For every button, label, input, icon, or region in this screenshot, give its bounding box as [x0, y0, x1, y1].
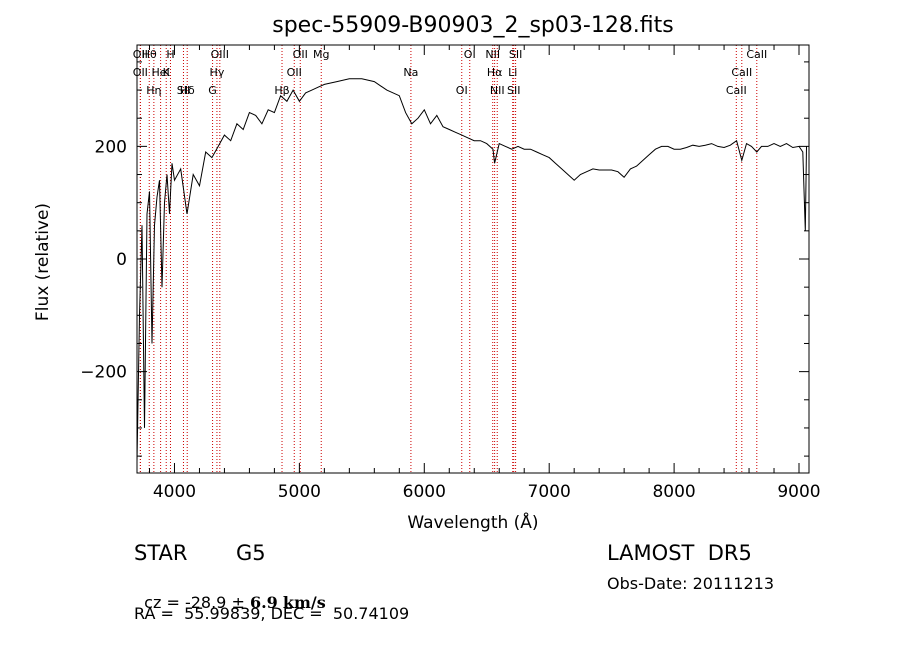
x-tick-label: 7000 — [528, 482, 571, 502]
line-label: Na — [403, 66, 418, 79]
cz-unit: km/s — [282, 593, 326, 612]
cz-value: -28.9 — [184, 593, 227, 612]
line-label: NII — [490, 84, 505, 97]
plot-frame — [136, 44, 810, 474]
x-tick-label: 8000 — [652, 482, 695, 502]
line-label: SII — [509, 48, 522, 61]
line-label: CaII — [746, 48, 767, 61]
line-label: OI — [456, 84, 468, 97]
y-tick-label: −200 — [80, 363, 127, 383]
line-label: OII — [133, 66, 148, 79]
line-label: OII — [293, 48, 308, 61]
x-axis-label: Wavelength (Å) — [407, 511, 538, 533]
line-label: Mg — [313, 48, 329, 61]
y-tick-label: 200 — [95, 137, 127, 157]
cz-pm: ± — [231, 593, 245, 612]
x-tick-label: 6000 — [403, 482, 446, 502]
cz-label: cz = — [144, 593, 185, 612]
object-class: STAR — [134, 541, 188, 565]
line-label: SII — [177, 84, 190, 97]
redshift-line: cz = -28.9 ± 6.9 km/s — [134, 574, 326, 612]
line-label: OI — [464, 48, 476, 61]
line-label: Hγ — [210, 66, 225, 79]
y-axis: −200 0 200 — [80, 61, 809, 457]
y-tick-label: 0 — [116, 250, 127, 270]
y-axis-label: Flux (relative) — [33, 203, 53, 321]
line-label: HeI — [151, 66, 169, 79]
line-label: Li — [508, 66, 517, 79]
x-tick-label: 4000 — [153, 482, 196, 502]
cz-error: 6.9 — [249, 593, 278, 612]
x-axis: 4000 5000 6000 7000 8000 9000 — [148, 45, 821, 502]
line-label: NII — [485, 48, 500, 61]
x-tick-label: 9000 — [777, 482, 820, 502]
line-label: OIII — [211, 48, 229, 61]
line-label: CaII — [731, 66, 752, 79]
line-label: K — [163, 66, 171, 79]
line-label: Hα — [487, 66, 503, 79]
line-label: Hβ — [274, 84, 289, 97]
line-label: OII — [287, 66, 302, 79]
chart-title: spec-55909-B90903_2_sp03-128.fits — [272, 13, 674, 38]
line-label: G — [208, 84, 217, 97]
x-tick-label: 5000 — [278, 482, 321, 502]
line-label: H — [166, 48, 174, 61]
line-markers — [139, 45, 758, 473]
coordinates: RA = 55.99839, DEC = 50.74109 — [134, 604, 410, 623]
line-label: Hη — [146, 84, 161, 97]
object-subclass: G5 — [236, 541, 266, 565]
line-label: CaII — [726, 84, 747, 97]
line-label: SII — [507, 84, 520, 97]
obs-date: Obs-Date: 20111213 — [607, 574, 775, 593]
survey-name: LAMOST DR5 — [607, 541, 752, 565]
line-label: Hδ — [180, 84, 195, 97]
line-label: Hθ — [142, 48, 157, 61]
line-labels: HθKHδOIIHeISIIOIIIOIIHηHHγGOIIOIIHβMgNaO… — [133, 48, 767, 97]
line-label: OII — [133, 48, 148, 61]
spectrum-line — [136, 78, 807, 462]
